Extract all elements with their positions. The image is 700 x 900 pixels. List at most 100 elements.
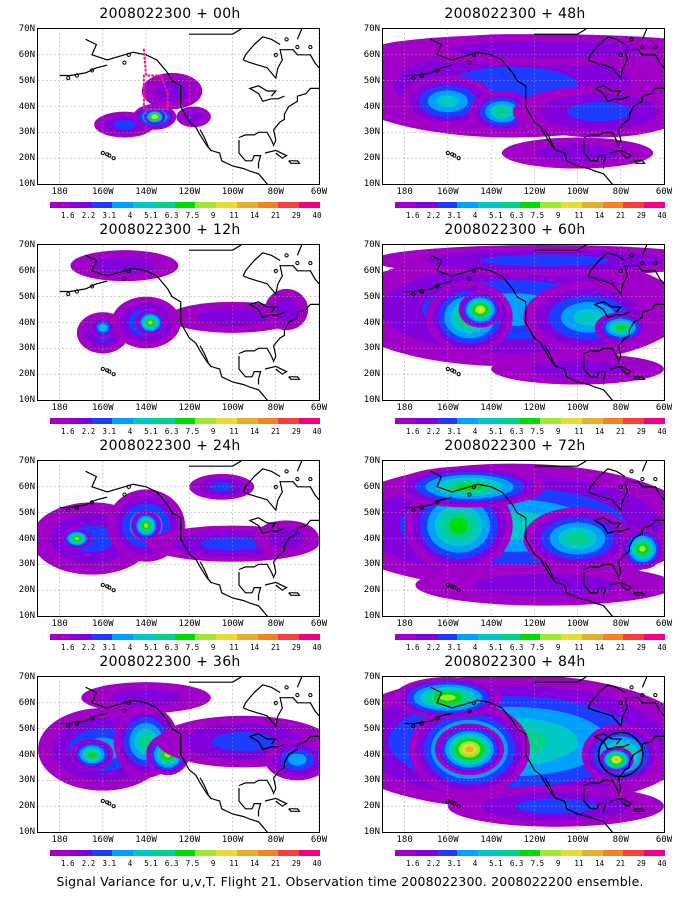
colorbar-label: 2.2 xyxy=(81,427,96,436)
coastline xyxy=(641,245,648,256)
lon-tick-label: 180 xyxy=(51,403,68,413)
colorbar-label: 6.3 xyxy=(164,859,179,868)
colorbar-label: 4 xyxy=(127,859,133,868)
island-outline xyxy=(295,476,300,482)
island-outline xyxy=(89,500,95,505)
coastline xyxy=(189,29,242,35)
island-outline xyxy=(273,700,278,705)
lon-tick-label: 180 xyxy=(51,835,68,845)
colorbar-cell xyxy=(581,634,603,640)
colorbar-label: 2.2 xyxy=(81,643,96,652)
colorbar-label: 11 xyxy=(574,859,584,868)
colorbar-cell xyxy=(195,634,217,640)
coastline xyxy=(641,677,648,688)
lat-tick-label: 10N xyxy=(18,179,35,189)
lat-tick-label: 10N xyxy=(18,827,35,837)
island-outline xyxy=(66,75,71,81)
colorbar-label: 29 xyxy=(636,427,646,436)
lat-tick-label: 20N xyxy=(363,801,380,812)
coastline xyxy=(593,733,630,751)
colorbar-label: 5.1 xyxy=(489,643,503,652)
colorbar-label: 1.6 xyxy=(405,859,420,868)
contour-fill xyxy=(74,536,80,541)
coastline xyxy=(609,797,633,807)
colorbar-label: 3.1 xyxy=(447,427,462,436)
coastline xyxy=(296,677,303,688)
contour-fill xyxy=(474,573,616,597)
coastline xyxy=(641,461,648,472)
island-outline xyxy=(640,476,645,482)
colorbar xyxy=(395,202,665,208)
colorbar-cell xyxy=(415,850,437,856)
colorbar-cell xyxy=(519,418,541,424)
coastline xyxy=(85,38,268,184)
colorbar-cell xyxy=(602,850,624,856)
colorbar-cell xyxy=(623,850,645,856)
lat-tick-label: 10N xyxy=(363,611,380,621)
island-outline xyxy=(284,37,289,42)
colorbar-cell xyxy=(561,634,582,640)
colorbar-label: 3.1 xyxy=(447,643,462,652)
lat-tick-label: 70N xyxy=(18,456,35,466)
coastline xyxy=(430,38,613,184)
colorbar xyxy=(50,634,320,640)
contour-fill xyxy=(209,481,234,492)
coastline xyxy=(588,49,664,80)
lat-tick-label: 10N xyxy=(363,395,380,405)
colorbar-cell xyxy=(216,418,237,424)
colorbar-cell xyxy=(153,850,175,856)
colorbar-cell xyxy=(133,418,154,424)
lon-tick-label: 160W xyxy=(437,619,459,629)
colorbar-label: 6.3 xyxy=(164,211,179,220)
colorbar-cell xyxy=(415,202,437,208)
island-outline xyxy=(434,716,440,721)
colorbar-label: 9 xyxy=(210,211,216,220)
colorbar-label: 3.1 xyxy=(102,211,117,220)
figure-caption: Signal Variance for u,v,T. Flight 21. Ob… xyxy=(56,874,644,889)
island-outline xyxy=(74,289,80,294)
coastline xyxy=(242,36,281,61)
island-outline xyxy=(640,260,645,266)
colorbar-cell xyxy=(195,202,217,208)
island-outline xyxy=(467,60,472,65)
lon-tick-label: 100W xyxy=(221,835,244,845)
lon-tick-label: 120W xyxy=(178,619,201,629)
colorbar-cell xyxy=(133,850,154,856)
colorbar-cell xyxy=(70,850,92,856)
coastline xyxy=(583,572,607,601)
colorbar-cell xyxy=(236,634,258,640)
colorbar-label: 21 xyxy=(270,859,280,868)
coastline xyxy=(588,481,664,512)
coastline xyxy=(238,519,319,579)
colorbar-label: 9 xyxy=(210,427,216,436)
colorbar-cell xyxy=(478,202,499,208)
island-outline xyxy=(411,507,416,513)
lat-tick-label: 50N xyxy=(18,291,35,302)
colorbar-label: 1.6 xyxy=(405,427,420,436)
lat-tick-label: 30N xyxy=(363,343,380,354)
coastline xyxy=(404,496,453,509)
colorbar-cell xyxy=(216,634,237,640)
colorbar-cell xyxy=(50,202,71,208)
colorbar-label: 6.3 xyxy=(164,643,179,652)
lat-tick-label: 60N xyxy=(18,697,35,708)
colorbar-label: 5.1 xyxy=(144,859,158,868)
coastline xyxy=(641,29,648,40)
coastline xyxy=(587,252,626,277)
map-panel: 2008022300 + 84h 70N 60N 50N 40N 30N 20N 10N 180… xyxy=(350,654,680,869)
coastline xyxy=(248,301,285,319)
colorbar-label: 40 xyxy=(312,211,322,220)
map-panel: 2008022300 + 48h 70N 60N 50N 40N 30N 20N 10N 180… xyxy=(350,6,680,221)
island-outline xyxy=(434,284,440,289)
coastline xyxy=(534,29,587,35)
colorbar-cell xyxy=(174,634,196,640)
lon-tick-label: 120W xyxy=(523,403,546,413)
colorbar-label: 40 xyxy=(657,643,667,652)
island-outline xyxy=(284,253,289,258)
variance-field xyxy=(383,461,664,616)
lon-tick-label: 180 xyxy=(396,403,413,413)
contour-fill xyxy=(449,517,468,534)
colorbar-cell xyxy=(50,634,71,640)
lat-tick-label: 20N xyxy=(18,801,35,812)
colorbar-cell xyxy=(623,202,645,208)
